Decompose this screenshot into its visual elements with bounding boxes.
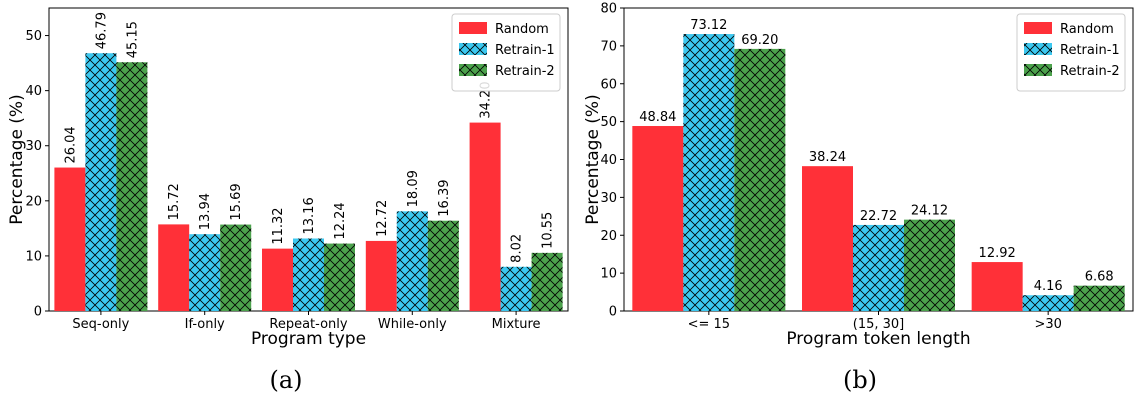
data-label: 22.72: [860, 209, 897, 224]
y-tick-label: 0: [609, 305, 617, 320]
bar-hatch-retrain-2-mixture: [532, 253, 563, 311]
y-tick-label: 20: [25, 194, 42, 209]
legend-swatch-hatch-retrain-2: [1024, 64, 1052, 76]
y-tick-label: 40: [25, 84, 42, 99]
y-tick-label: 0: [34, 305, 42, 320]
data-label: 13.94: [198, 193, 213, 230]
y-axis-label: Percentage (%): [583, 94, 603, 224]
data-label: 16.39: [437, 179, 452, 216]
x-tick-label: >30: [1034, 317, 1061, 332]
bar-random-15: [632, 126, 683, 311]
bar-random-30: [972, 262, 1023, 311]
legend-swatch-random: [1024, 22, 1052, 34]
legend-swatch-hatch-retrain-2: [459, 64, 487, 76]
data-label: 8.02: [510, 234, 525, 263]
data-label: 18.09: [406, 170, 421, 207]
data-label: 26.04: [63, 126, 78, 163]
bar-hatch-retrain-1-30: [1023, 295, 1074, 311]
legend-label-retrain-1: Retrain-1: [1060, 43, 1120, 58]
bar-random-mixture: [470, 123, 501, 311]
data-label: 10.55: [541, 212, 556, 249]
x-axis-label: Program token length: [786, 329, 970, 349]
legend-label-random: Random: [1060, 22, 1114, 37]
x-axis-label: Program type: [251, 329, 366, 349]
legend-label-retrain-2: Retrain-2: [1060, 64, 1120, 79]
bar-hatch-retrain-1-mixture: [501, 267, 532, 311]
data-label: 12.24: [333, 202, 348, 239]
data-label: 15.69: [229, 183, 244, 220]
legend: Random Retrain-1 Retrain-2: [452, 14, 560, 91]
y-tick-label: 80: [600, 2, 617, 17]
y-tick-label: 10: [25, 249, 42, 264]
x-tick-label: While-only: [378, 317, 447, 332]
bar-random-repeat-only: [262, 249, 293, 311]
y-tick-label: 70: [600, 39, 617, 54]
caption-b: (b): [843, 366, 877, 394]
data-label: 48.84: [639, 110, 676, 125]
bar-hatch-retrain-2-if-only: [220, 225, 251, 311]
bar-random-15-30: [802, 166, 853, 311]
data-label: 24.12: [911, 204, 948, 219]
y-tick-label: 60: [600, 77, 617, 92]
data-label: 11.32: [271, 207, 286, 244]
y-tick-label: 30: [25, 139, 42, 154]
x-tick-label: Seq-only: [72, 317, 129, 332]
bar-hatch-retrain-1-while-only: [397, 211, 428, 311]
data-label: 12.72: [375, 200, 390, 237]
bar-hatch-retrain-2-30: [1074, 286, 1125, 311]
bar-hatch-retrain-2-15: [734, 49, 785, 311]
x-tick-label: If-only: [185, 317, 225, 332]
data-label: 12.92: [979, 246, 1016, 261]
data-label: 6.68: [1085, 270, 1114, 285]
bar-hatch-retrain-1-if-only: [189, 234, 220, 311]
bar-hatch-retrain-1-repeat-only: [293, 239, 324, 311]
chart-program-type: 0 10 20 30 40 50 26.04 46.79 45.15 Seq-only 15.72 1…: [7, 8, 568, 349]
data-label: 46.79: [94, 12, 109, 49]
bar-hatch-retrain-1-15-30: [853, 225, 904, 311]
data-label: 38.24: [809, 150, 846, 165]
y-tick-label: 10: [600, 267, 617, 282]
data-label: 69.20: [741, 33, 778, 48]
legend-label-retrain-2: Retrain-2: [495, 64, 555, 79]
data-label: 73.12: [690, 18, 727, 33]
bar-random-while-only: [366, 241, 397, 311]
legend-label-random: Random: [495, 22, 549, 37]
legend-swatch-hatch-retrain-1: [459, 43, 487, 55]
legend-label-retrain-1: Retrain-1: [495, 43, 555, 58]
data-label: 15.72: [167, 183, 182, 220]
bar-hatch-retrain-2-while-only: [428, 221, 459, 311]
bar-hatch-retrain-1-seq-only: [85, 53, 116, 311]
bar-hatch-retrain-1-15: [683, 34, 734, 311]
bar-hatch-retrain-2-seq-only: [116, 62, 147, 311]
x-tick-label: Mixture: [492, 317, 541, 332]
x-tick-label: <= 15: [688, 317, 730, 332]
data-label: 45.15: [125, 21, 140, 58]
legend: Random Retrain-1 Retrain-2: [1017, 14, 1125, 91]
caption-a: (a): [269, 366, 302, 394]
data-label: 4.16: [1034, 279, 1063, 294]
bar-random-seq-only: [54, 168, 85, 311]
bar-hatch-retrain-2-15-30: [904, 220, 955, 311]
data-label: 13.16: [302, 197, 317, 234]
bar-hatch-retrain-2-repeat-only: [324, 244, 355, 311]
legend-swatch-hatch-retrain-1: [1024, 43, 1052, 55]
y-tick-label: 20: [600, 229, 617, 244]
y-tick-label: 50: [25, 29, 42, 44]
legend-swatch-random: [459, 22, 487, 34]
y-axis-label: Percentage (%): [7, 94, 27, 224]
bar-random-if-only: [158, 224, 189, 311]
